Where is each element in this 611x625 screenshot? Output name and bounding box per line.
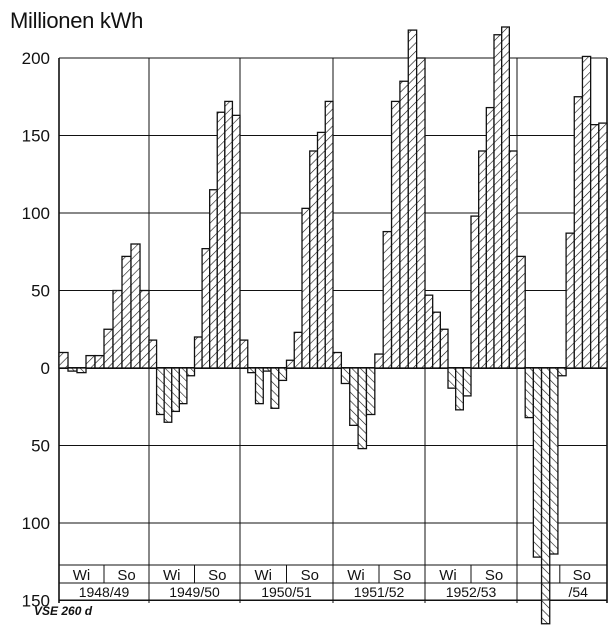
bar-month-6-7 — [565, 232, 575, 369]
bar-month-5-11 — [501, 26, 511, 369]
bar-month-1-2 — [67, 367, 78, 372]
winter-label: Wi — [439, 567, 457, 584]
bar-month-2-4 — [171, 367, 180, 413]
bar-month-2-12 — [231, 114, 241, 369]
bar-month-5-8 — [478, 150, 488, 369]
bar-month-3-8 — [293, 331, 303, 369]
winter-label: Wi — [163, 567, 181, 584]
bar-month-3-6 — [278, 367, 288, 382]
bar-month-6-11 — [598, 122, 608, 369]
bar-month-1-1 — [58, 351, 69, 369]
bar-month-1-3 — [76, 367, 87, 374]
bar-month-3-11 — [316, 131, 326, 369]
summer-label: So — [393, 567, 411, 584]
y-tick-label: 150 — [22, 592, 50, 611]
bar-month-2-7 — [193, 336, 203, 369]
summer-label: So — [208, 567, 226, 584]
bar-month-3-4 — [262, 367, 272, 372]
summer-label: So — [117, 567, 135, 584]
bar-month-5-4 — [447, 367, 457, 389]
y-tick-label: 150 — [22, 127, 50, 146]
bar-month-1-7 — [112, 289, 123, 369]
winter-label: Wi — [73, 567, 91, 584]
bar-month-2-9 — [209, 189, 218, 369]
summer-label: So — [301, 567, 319, 584]
bar-month-5-3 — [439, 328, 449, 369]
bar-month-5-1 — [424, 294, 434, 369]
bar-month-4-6 — [374, 353, 384, 369]
bar-month-3-2 — [247, 367, 257, 374]
summer-label: So — [485, 567, 503, 584]
y-tick-label: 200 — [22, 49, 50, 68]
bar-month-2-8 — [201, 247, 211, 369]
y-tick-label: 50 — [31, 282, 50, 301]
y-tick-label: 100 — [22, 514, 50, 533]
season-year-label: 1950/51 — [261, 584, 312, 600]
bar-month-6-3 — [532, 367, 543, 558]
bar-month-2-3 — [163, 367, 173, 423]
season-year-label: 1951/52 — [354, 584, 405, 600]
winter-label: Wi — [347, 567, 365, 584]
bar-month-5-9 — [485, 106, 495, 369]
bar-month-6-5 — [549, 367, 559, 555]
bar-month-4-3 — [349, 367, 359, 426]
y-tick-label: 0 — [41, 359, 50, 378]
bar-month-6-10 — [589, 124, 600, 369]
bar-month-6-4 — [540, 367, 551, 625]
bar-month-1-5 — [94, 354, 105, 369]
y-tick-label: 50 — [31, 437, 50, 456]
bar-month-1-10 — [139, 289, 150, 369]
bar-month-2-6 — [186, 367, 196, 377]
bar-month-5-6 — [462, 367, 472, 397]
bar-month-1-9 — [130, 243, 141, 369]
bar-month-4-7 — [382, 230, 393, 369]
bar-month-6-1 — [516, 255, 526, 369]
y-axis-unit-label: Millionen kWh — [10, 8, 144, 33]
season-year-label: 1952/53 — [446, 584, 497, 600]
bar-month-3-5 — [270, 367, 280, 409]
bar-month-5-5 — [455, 367, 465, 411]
season-year-label: 1949/50 — [169, 584, 220, 600]
bar-month-4-9 — [399, 80, 409, 369]
bar-month-1-4 — [85, 354, 96, 369]
bar-month-4-11 — [415, 57, 426, 369]
bar-month-4-4 — [357, 367, 368, 450]
bar-month-3-7 — [285, 359, 295, 369]
bar-month-4-2 — [340, 367, 351, 385]
season-year-label: 1948/49 — [79, 584, 130, 600]
bar-month-1-8 — [121, 255, 132, 369]
bar-month-3-10 — [309, 150, 319, 369]
bar-month-5-7 — [470, 215, 480, 369]
bar-month-5-12 — [508, 150, 518, 369]
bar-month-6-2 — [524, 367, 535, 419]
bar-month-4-10 — [407, 29, 418, 369]
summer-label: So — [573, 567, 591, 584]
bar-month-4-8 — [390, 100, 401, 369]
bar-month-3-1 — [239, 339, 249, 369]
bar-month-2-11 — [224, 100, 234, 369]
bar-month-6-9 — [581, 55, 592, 369]
bar-month-2-10 — [216, 111, 226, 369]
bar-month-4-5 — [365, 367, 376, 416]
season-year-label: /54 — [568, 584, 588, 600]
bar-month-6-8 — [573, 96, 584, 369]
winter-label: Wi — [255, 567, 273, 584]
bar-month-3-9 — [301, 207, 311, 369]
bar-month-3-3 — [254, 367, 264, 405]
bar-month-2-2 — [155, 367, 165, 416]
bar-month-5-10 — [493, 34, 503, 369]
bar-month-5-2 — [432, 311, 442, 369]
bar-month-6-6 — [557, 367, 567, 377]
bar-month-1-6 — [103, 328, 114, 369]
bar-month-3-12 — [324, 100, 334, 369]
bar-month-2-5 — [178, 367, 188, 405]
source-reference: VSE 260 d — [34, 604, 93, 618]
bar-month-2-1 — [148, 339, 158, 369]
bar-month-4-1 — [332, 351, 343, 369]
y-tick-label: 100 — [22, 204, 50, 223]
